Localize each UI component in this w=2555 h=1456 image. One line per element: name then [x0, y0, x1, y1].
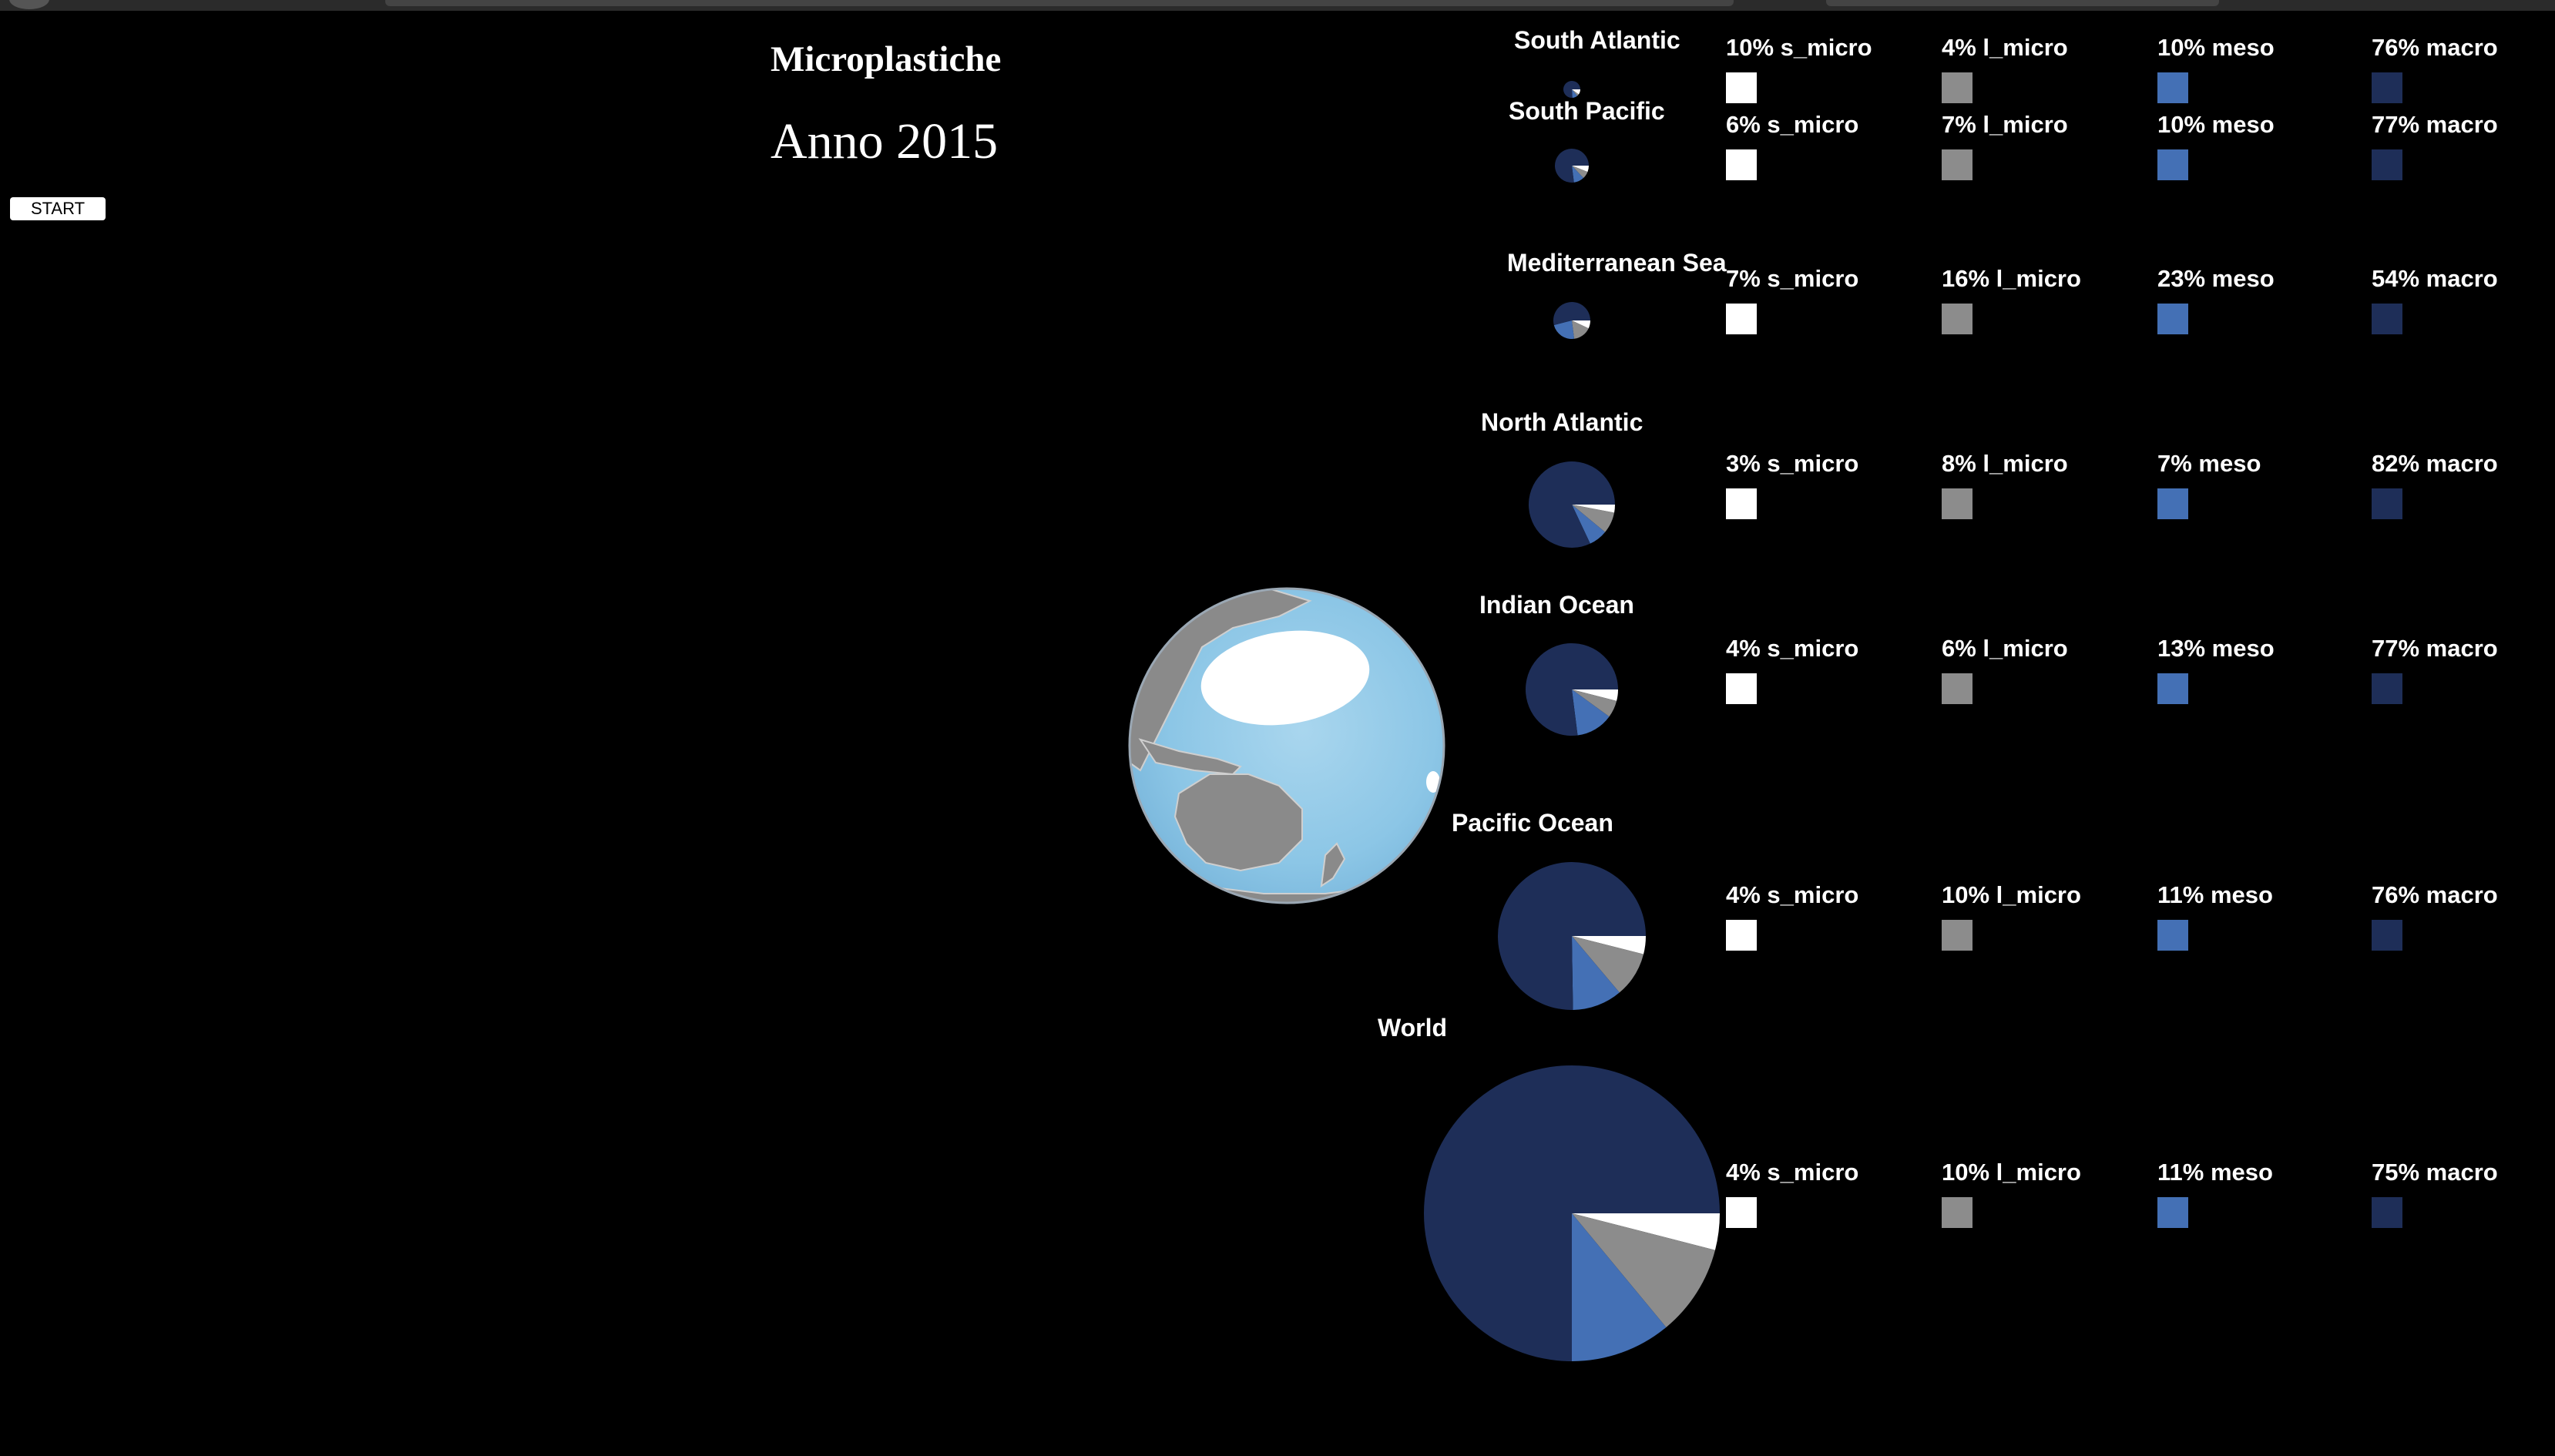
pie-slice-l_micro[interactable]: [1572, 936, 1644, 993]
pie-slice-s_micro[interactable]: [1572, 1213, 1720, 1250]
toolbar-segment: [1826, 0, 2219, 6]
legend-swatch-s_micro: [1726, 304, 1757, 334]
legend-label-l_micro: 4% l_micro: [1942, 34, 2068, 61]
legend-swatch-l_micro: [1942, 1197, 1972, 1228]
legend-label-l_micro: 10% l_micro: [1942, 1159, 2081, 1186]
pie-slice-macro[interactable]: [1525, 643, 1618, 736]
legend-label-meso: 10% meso: [2157, 34, 2275, 61]
legend-label-macro: 75% macro: [2372, 1159, 2498, 1186]
legend-swatch-l_micro: [1942, 673, 1972, 704]
legend-label-s_micro: 7% s_micro: [1726, 265, 1859, 292]
legend-label-meso: 23% meso: [2157, 265, 2275, 292]
pie-slice-macro[interactable]: [1555, 149, 1589, 183]
pie-slice-s_micro[interactable]: [1572, 505, 1615, 513]
legend-label-meso: 11% meso: [2157, 1159, 2273, 1186]
pie-slice-s_micro[interactable]: [1572, 89, 1580, 95]
legend-swatch-meso: [2157, 920, 2188, 951]
pie-slice-l_micro[interactable]: [1572, 1213, 1715, 1327]
legend-swatch-meso: [2157, 149, 2188, 180]
legend-swatch-s_micro: [1726, 920, 1757, 951]
pie-title: North Atlantic: [1481, 408, 1643, 436]
legend-label-s_micro: 6% s_micro: [1726, 111, 1859, 138]
legend-label-macro: 77% macro: [2372, 635, 2498, 662]
pie-slice-meso[interactable]: [1572, 166, 1584, 183]
legend-swatch-meso: [2157, 488, 2188, 519]
pie-slice-s_micro[interactable]: [1572, 320, 1590, 329]
legend-swatch-macro: [2372, 1197, 2402, 1228]
pie-slice-macro[interactable]: [1553, 301, 1590, 325]
legend-label-meso: 11% meso: [2157, 881, 2273, 908]
legend-label-l_micro: 16% l_micro: [1942, 265, 2081, 292]
window-control-icon: [9, 0, 49, 9]
legend-label-s_micro: 4% s_micro: [1726, 635, 1859, 662]
pie-title: South Atlantic: [1514, 26, 1680, 54]
legend-label-macro: 82% macro: [2372, 450, 2498, 477]
pie-slice-l_micro[interactable]: [1572, 166, 1588, 179]
legend-swatch-meso: [2157, 673, 2188, 704]
legend-label-meso: 7% meso: [2157, 450, 2261, 477]
pie-slice-meso[interactable]: [1572, 1213, 1667, 1361]
legend-swatch-s_micro: [1726, 1197, 1757, 1228]
year-label: Anno 2015: [771, 113, 999, 169]
pie-title: World: [1378, 1014, 1448, 1042]
pie-title: Pacific Ocean: [1452, 809, 1613, 837]
legend-swatch-l_micro: [1942, 72, 1972, 103]
legend-swatch-macro: [2372, 488, 2402, 519]
pie-slice-s_micro[interactable]: [1572, 689, 1618, 701]
legend-label-s_micro: 3% s_micro: [1726, 450, 1859, 477]
legend-swatch-s_micro: [1726, 149, 1757, 180]
start-button[interactable]: START: [10, 197, 106, 220]
legend-swatch-macro: [2372, 673, 2402, 704]
pie-title: Mediterranean Sea: [1507, 249, 1727, 277]
legend-swatch-s_micro: [1726, 488, 1757, 519]
pie-slice-meso[interactable]: [1572, 936, 1620, 1010]
pie-slice-l_micro[interactable]: [1572, 89, 1579, 96]
legend-swatch-macro: [2372, 304, 2402, 334]
legend-swatch-s_micro: [1726, 72, 1757, 103]
legend-swatch-macro: [2372, 72, 2402, 103]
legend-swatch-macro: [2372, 920, 2402, 951]
legend-label-meso: 10% meso: [2157, 111, 2275, 138]
pie-slice-macro[interactable]: [1529, 461, 1615, 548]
legend-label-macro: 76% macro: [2372, 34, 2498, 61]
pie-slice-s_micro[interactable]: [1572, 166, 1589, 173]
legend-label-l_micro: 6% l_micro: [1942, 635, 2068, 662]
legend-swatch-l_micro: [1942, 149, 1972, 180]
legend-label-s_micro: 4% s_micro: [1726, 881, 1859, 908]
legend-label-meso: 13% meso: [2157, 635, 2275, 662]
pie-slice-meso[interactable]: [1572, 89, 1578, 98]
legend-swatch-macro: [2372, 149, 2402, 180]
legend-label-l_micro: 10% l_micro: [1942, 881, 2081, 908]
legend-label-macro: 76% macro: [2372, 881, 2498, 908]
legend-label-macro: 77% macro: [2372, 111, 2498, 138]
legend-label-l_micro: 8% l_micro: [1942, 450, 2068, 477]
pie-slice-macro[interactable]: [1497, 862, 1646, 1011]
browser-top-bar: [0, 0, 2555, 11]
legend-swatch-s_micro: [1726, 673, 1757, 704]
pie-slice-l_micro[interactable]: [1572, 689, 1617, 717]
page-title: Microplastiche: [771, 39, 1002, 79]
legend-label-l_micro: 7% l_micro: [1942, 111, 2068, 138]
legend-swatch-meso: [2157, 1197, 2188, 1228]
legend-swatch-meso: [2157, 72, 2188, 103]
legend-label-macro: 54% macro: [2372, 265, 2498, 292]
pie-slice-meso[interactable]: [1572, 505, 1606, 544]
pie-title: South Pacific: [1509, 97, 1665, 125]
pie-slice-macro[interactable]: [1563, 81, 1580, 99]
address-bar: [385, 0, 1734, 6]
legend-swatch-meso: [2157, 304, 2188, 334]
pie-slice-l_micro[interactable]: [1572, 320, 1589, 339]
pie-slice-meso[interactable]: [1572, 689, 1610, 736]
legend-swatch-l_micro: [1942, 304, 1972, 334]
pie-slice-macro[interactable]: [1424, 1065, 1720, 1361]
legend-label-s_micro: 10% s_micro: [1726, 34, 1872, 61]
pie-slice-l_micro[interactable]: [1572, 505, 1615, 532]
pie-slice-meso[interactable]: [1553, 320, 1575, 340]
legend-swatch-l_micro: [1942, 920, 1972, 951]
pie-slice-s_micro[interactable]: [1572, 936, 1646, 954]
legend-swatch-l_micro: [1942, 488, 1972, 519]
pie-title: Indian Ocean: [1479, 591, 1634, 619]
legend-label-s_micro: 4% s_micro: [1726, 1159, 1859, 1186]
